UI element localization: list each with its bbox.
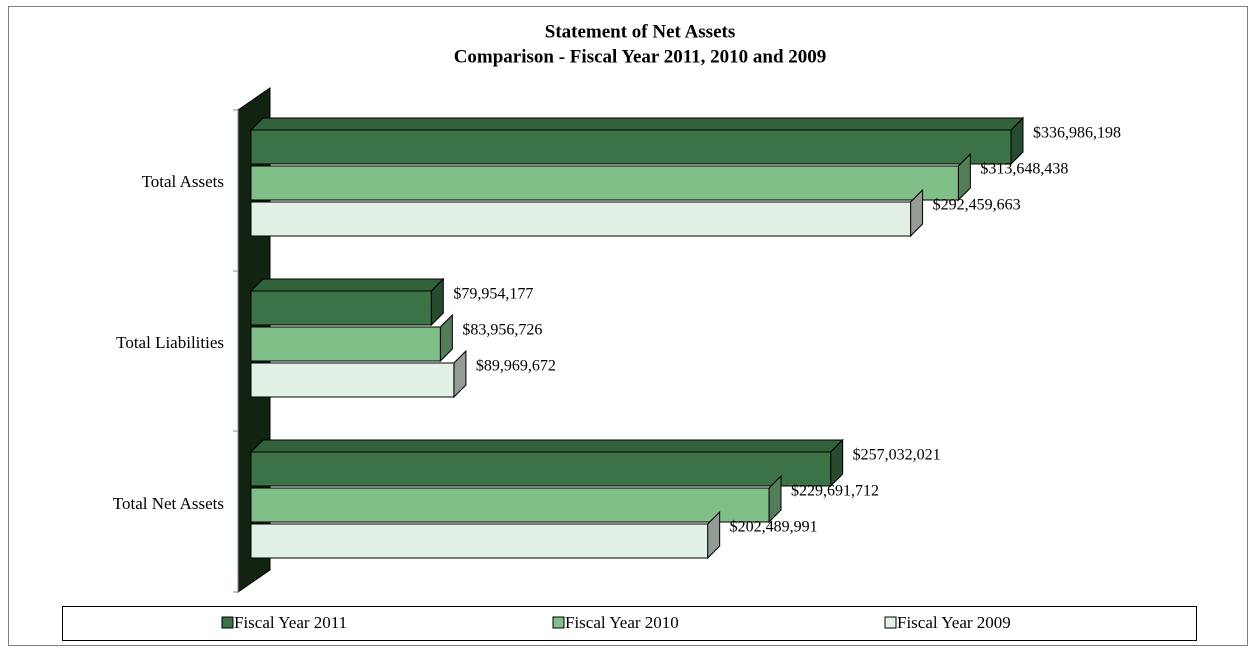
bar xyxy=(250,487,770,523)
legend-label: Fiscal Year 2011 xyxy=(234,613,347,632)
data-label: $257,032,021 xyxy=(853,447,941,464)
legend-label: Fiscal Year 2009 xyxy=(897,613,1011,632)
data-label: $202,489,991 xyxy=(730,519,818,536)
bar xyxy=(250,201,912,237)
bar-top xyxy=(249,278,445,292)
legend-marker xyxy=(884,616,897,629)
chart-subtitle: Comparison - Fiscal Year 2011, 2010 and … xyxy=(454,46,827,67)
bar xyxy=(250,326,441,362)
category-label: Total Assets xyxy=(142,172,224,191)
data-label: $313,648,438 xyxy=(980,161,1068,178)
legend xyxy=(62,606,1197,641)
data-label: $336,986,198 xyxy=(1033,125,1121,142)
data-label: $292,459,663 xyxy=(933,197,1021,214)
bar xyxy=(250,165,959,201)
legend-marker xyxy=(552,616,565,629)
data-label: $79,954,177 xyxy=(453,286,533,303)
bar xyxy=(250,523,709,559)
data-label: $229,691,712 xyxy=(791,483,879,500)
data-label: $83,956,726 xyxy=(462,322,542,339)
legend-label: Fiscal Year 2010 xyxy=(565,613,679,632)
legend-marker xyxy=(221,616,234,629)
bar-top xyxy=(249,117,1025,131)
data-label: $89,969,672 xyxy=(476,358,556,375)
bar xyxy=(250,290,432,326)
category-label: Total Net Assets xyxy=(113,494,224,513)
bar-top xyxy=(249,439,844,453)
bar xyxy=(250,451,832,487)
category-label: Total Liabilities xyxy=(116,333,224,352)
bar xyxy=(250,129,1012,165)
chart-title: Statement of Net Assets xyxy=(545,21,735,42)
bar xyxy=(250,362,455,398)
